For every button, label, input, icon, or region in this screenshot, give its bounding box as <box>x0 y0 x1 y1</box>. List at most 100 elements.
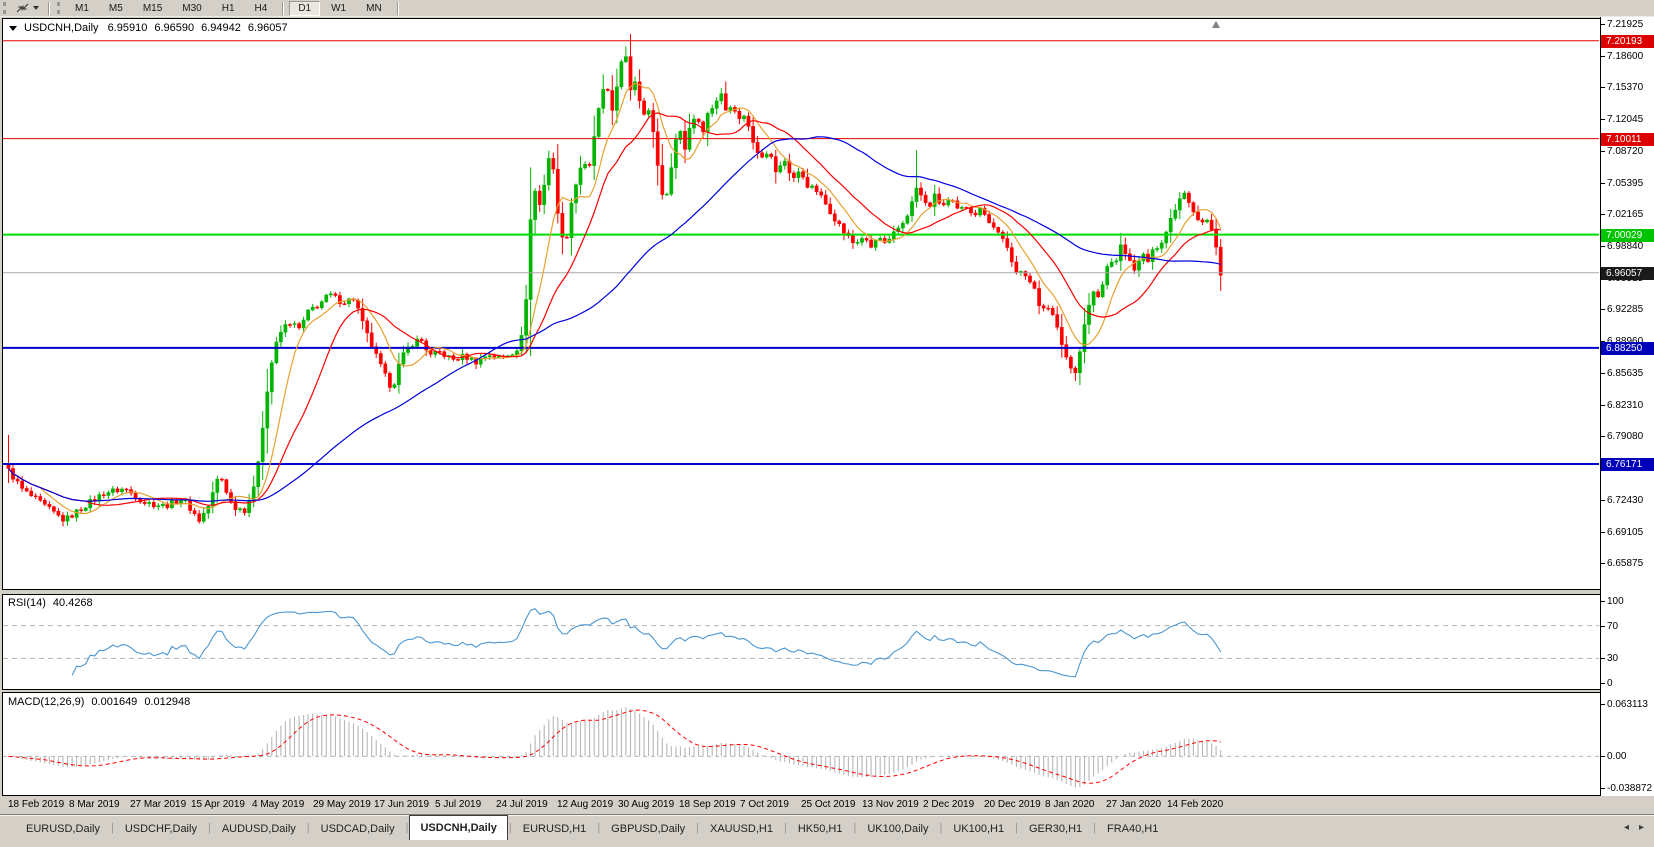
tab-scroll-left-button[interactable]: ◂ <box>1623 822 1629 833</box>
chart-tab-hk50-h1[interactable]: HK50,H1 <box>797 823 843 835</box>
rsi-canvas[interactable] <box>3 595 1599 689</box>
tab-separator: | <box>783 821 787 834</box>
open-value: 6.95910 <box>107 22 148 34</box>
price-level-badge: 6.76171 <box>1601 458 1654 472</box>
timeframe-button-h4[interactable]: H4 <box>254 2 268 14</box>
price-axis-tick: 6.92285 <box>1601 304 1643 315</box>
toolbar-separator <box>396 1 398 15</box>
low-value: 6.94942 <box>201 22 241 34</box>
time-axis-label: 12 Aug 2019 <box>557 799 614 810</box>
time-axis-label: 14 Feb 2020 <box>1167 799 1224 810</box>
macd-canvas[interactable] <box>3 693 1599 795</box>
double-arrow-icon <box>16 3 29 13</box>
chart-tab-usdcad-daily[interactable]: USDCAD,Daily <box>320 823 395 835</box>
chart-tab-xauusd-h1[interactable]: XAUUSD,H1 <box>710 823 773 835</box>
rsi-panel[interactable] <box>2 594 1600 690</box>
price-axis-tick: 7.21925 <box>1601 19 1643 30</box>
rsi-title: RSI(14) <box>8 597 46 609</box>
timeframe-button-w1[interactable]: W1 <box>331 2 347 14</box>
chart-tab-ger30-h1[interactable]: GER30,H1 <box>1028 823 1083 835</box>
macd-panel[interactable] <box>2 692 1600 796</box>
tab-scroll-right-button[interactable]: ▸ <box>1638 822 1644 833</box>
price-axis-tick: 6.69105 <box>1601 527 1643 538</box>
timeframe-button-h1[interactable]: H1 <box>221 2 235 14</box>
price-axis[interactable]: 7.21925 7.18600 7.15370 7.12045 7.08720 7.053… <box>1601 19 1654 589</box>
dropdown-caret-icon <box>33 6 39 10</box>
rsi-axis-tick: 0 <box>1601 678 1613 689</box>
chart-tab-bar: EURUSD,Daily | USDCHF,Daily | AUDUSD,Daily | U… <box>0 814 1654 840</box>
price-axis-tick: 6.85635 <box>1601 368 1643 379</box>
chart-tabs: EURUSD,Daily | USDCHF,Daily | AUDUSD,Daily | U… <box>16 815 1168 840</box>
timeframe-button-m30[interactable]: M30 <box>182 2 202 14</box>
timeframes-toolbar: M1 M5 M15 M30 H1 H4 D1 W1 MN <box>0 0 1654 17</box>
chart-tab-gbpusd-daily[interactable]: GBPUSD,Daily <box>611 823 686 835</box>
rsi-axis-tick: 70 <box>1601 621 1618 632</box>
price-level-badge: 7.20193 <box>1601 34 1654 48</box>
time-axis-label: 30 Aug 2019 <box>618 799 675 810</box>
rsi-axis[interactable]: 100 70 30 0 <box>1601 595 1654 689</box>
rsi-axis-tick: 30 <box>1601 653 1618 664</box>
chart-tab-eurusd-h1[interactable]: EURUSD,H1 <box>522 823 587 835</box>
time-axis-label: 13 Nov 2019 <box>862 799 919 810</box>
tab-separator: | <box>207 821 211 834</box>
tab-separator: | <box>1015 821 1018 834</box>
price-axis-tick: 6.98840 <box>1601 241 1643 252</box>
chart-tab-usdcnh-daily[interactable]: USDCNH,Daily <box>409 815 508 840</box>
time-axis-label: 8 Jan 2020 <box>1045 799 1095 810</box>
toolbar-separator <box>282 1 284 15</box>
price-axis-tick: 7.12045 <box>1601 114 1643 125</box>
price-axis-tick: 6.88960 <box>1601 336 1643 347</box>
tab-separator: | <box>508 821 512 834</box>
price-axis-tick: 7.18600 <box>1601 51 1643 62</box>
price-axis-tick: 6.79080 <box>1601 431 1643 442</box>
chart-shift-button[interactable] <box>11 1 43 16</box>
time-axis-label: 27 Jan 2020 <box>1106 799 1162 810</box>
tab-separator: | <box>696 821 699 834</box>
symbol-label: USDCNH,Daily <box>24 22 99 34</box>
timeframe-buttons: M1 M5 M15 M30 H1 H4 D1 W1 MN <box>65 0 403 16</box>
time-axis-label: 2 Dec 2019 <box>923 799 975 810</box>
price-level-badge: 6.88250 <box>1601 341 1654 355</box>
main-chart-panel[interactable] <box>2 18 1600 590</box>
toolbar-drag-handle[interactable] <box>57 2 60 14</box>
chart-tab-fra40-h1[interactable]: FRA40,H1 <box>1107 823 1159 835</box>
time-axis-label: 15 Apr 2019 <box>191 799 245 810</box>
timeframe-button-m5[interactable]: M5 <box>108 2 123 14</box>
tab-separator: | <box>110 821 114 834</box>
tab-separator: | <box>1093 821 1097 834</box>
toolbar-separator <box>48 1 49 15</box>
macd-title: MACD(12,26,9) <box>8 696 85 708</box>
timeframe-button-m1[interactable]: M1 <box>75 2 89 14</box>
macd-axis[interactable]: 0.063113 0.00 -0.038872 <box>1601 693 1654 795</box>
chart-tab-eurusd-daily[interactable]: EURUSD,Daily <box>26 823 100 835</box>
timeframe-button-d1[interactable]: D1 <box>289 0 321 16</box>
macd-value: 0.001649 <box>91 696 138 708</box>
time-axis-label: 18 Sep 2019 <box>679 799 736 810</box>
price-axis-tick: 7.08720 <box>1601 146 1643 157</box>
macd-axis-tick: 0.00 <box>1601 751 1626 762</box>
chart-tab-uk100-daily[interactable]: UK100,Daily <box>867 823 929 835</box>
rsi-axis-tick: 100 <box>1601 596 1624 607</box>
price-chart-canvas[interactable] <box>3 19 1599 589</box>
toolbar-drag-handle[interactable] <box>3 2 6 14</box>
price-axis-tick: 6.72430 <box>1601 495 1643 506</box>
price-axis-tick: 7.15370 <box>1601 82 1643 93</box>
time-axis-label: 20 Dec 2019 <box>984 799 1041 810</box>
chart-tab-uk100-h1[interactable]: UK100,H1 <box>953 823 1005 835</box>
time-axis[interactable]: 18 Feb 2019 8 Mar 2019 27 Mar 2019 15 Apr 2… <box>0 796 1654 814</box>
chart-tab-usdchf-daily[interactable]: USDCHF,Daily <box>124 823 197 835</box>
macd-signal-value: 0.012948 <box>144 696 191 708</box>
tab-separator: | <box>306 821 310 834</box>
chart-tab-audusd-daily[interactable]: AUDUSD,Daily <box>221 823 296 835</box>
time-axis-label: 17 Jun 2019 <box>374 799 430 810</box>
timeframe-button-m15[interactable]: M15 <box>142 2 163 14</box>
price-axis-tick: 6.65875 <box>1601 558 1643 569</box>
time-axis-label: 5 Jul 2019 <box>435 799 482 810</box>
macd-axis-tick: -0.038872 <box>1601 783 1652 794</box>
time-axis-label: 25 Oct 2019 <box>801 799 856 810</box>
time-axis-label: 18 Feb 2019 <box>8 799 65 810</box>
chart-menu-icon[interactable] <box>9 25 17 31</box>
price-axis-tick: 7.02165 <box>1601 209 1643 220</box>
timeframe-button-mn[interactable]: MN <box>366 2 382 14</box>
tab-separator: | <box>853 821 857 834</box>
